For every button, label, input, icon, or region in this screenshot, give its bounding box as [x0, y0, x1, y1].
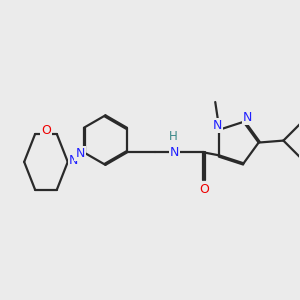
Text: N: N [243, 111, 252, 124]
Text: N: N [75, 147, 85, 160]
Text: N: N [69, 154, 78, 167]
Text: N: N [212, 119, 222, 132]
Text: N: N [170, 146, 179, 159]
Text: O: O [199, 183, 209, 196]
Text: O: O [41, 124, 51, 137]
Text: H: H [169, 130, 178, 143]
